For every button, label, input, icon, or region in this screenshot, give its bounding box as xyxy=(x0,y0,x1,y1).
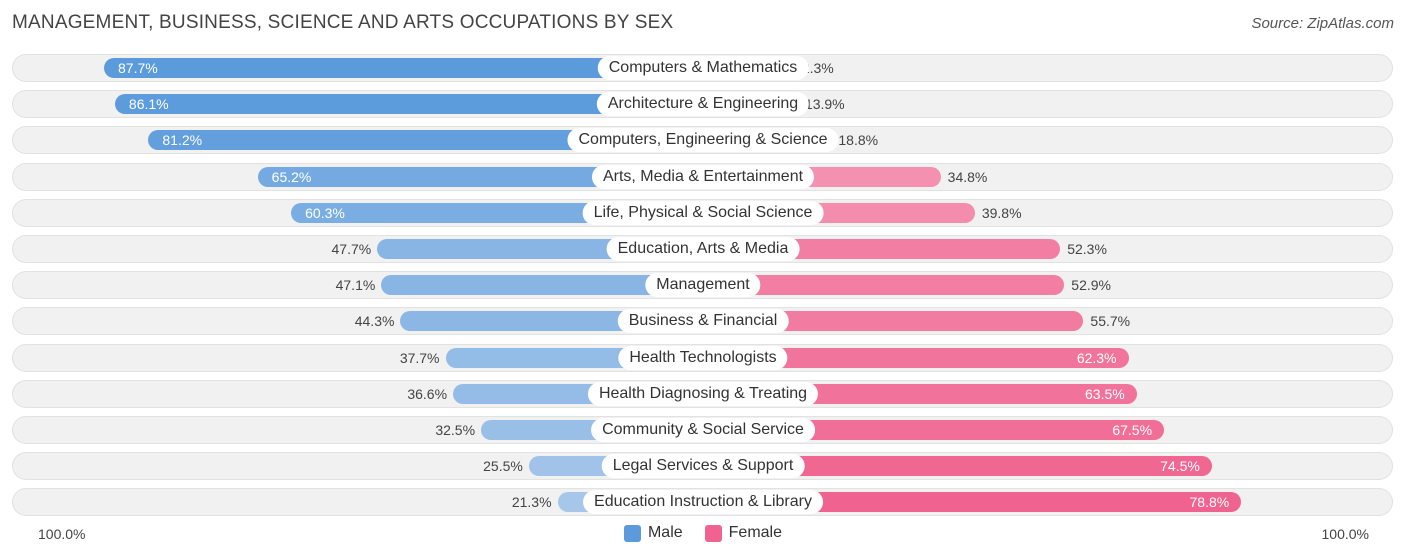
category-label: Computers & Mathematics xyxy=(597,56,809,80)
value-label-male: 32.5% xyxy=(435,422,476,438)
value-label-male: 47.7% xyxy=(331,241,372,257)
category-label: Architecture & Engineering xyxy=(596,92,810,116)
value-label-male: 47.1% xyxy=(335,277,376,293)
bar-female xyxy=(703,311,1084,331)
value-label-male: 81.2% xyxy=(162,132,203,148)
value-label-female: 34.8% xyxy=(947,169,988,185)
category-label: Community & Social Service xyxy=(591,418,815,442)
value-label-female: 63.5% xyxy=(1085,386,1125,402)
chart-title: MANAGEMENT, BUSINESS, SCIENCE AND ARTS O… xyxy=(12,12,674,33)
value-label-female: 78.8% xyxy=(1189,494,1230,510)
bar-male xyxy=(148,130,703,150)
bar-female xyxy=(703,492,1242,512)
bar-female xyxy=(703,348,1129,368)
category-label: Computers, Engineering & Science xyxy=(567,128,839,152)
bar-female xyxy=(703,275,1065,295)
category-label: Life, Physical & Social Science xyxy=(582,201,824,225)
legend-label-female: Female xyxy=(728,524,783,541)
category-label: Education, Arts & Media xyxy=(606,237,800,261)
axis-right-label: 100.0% xyxy=(1321,526,1369,542)
value-label-male: 25.5% xyxy=(483,458,523,474)
legend-item-female: Female xyxy=(704,524,783,542)
bar-female xyxy=(703,456,1212,476)
value-label-male: 87.7% xyxy=(118,60,158,76)
bar-male xyxy=(114,94,703,114)
value-label-female: 13.9% xyxy=(804,96,845,112)
value-label-female: 67.5% xyxy=(1112,422,1153,438)
value-label-male: 21.3% xyxy=(511,494,552,510)
bar-male xyxy=(104,58,703,78)
value-label-female: 55.7% xyxy=(1090,313,1131,329)
legend-label-male: Male xyxy=(647,524,683,541)
value-label-male: 37.7% xyxy=(399,350,440,366)
category-label: Arts, Media & Entertainment xyxy=(591,165,815,189)
bar-male xyxy=(257,167,703,187)
category-label: Management xyxy=(645,273,761,297)
category-label: Legal Services & Support xyxy=(601,454,805,478)
category-label: Health Technologists xyxy=(618,346,788,370)
value-label-male: 86.1% xyxy=(128,96,169,112)
source-credit: Source: ZipAtlas.com xyxy=(1251,15,1394,32)
category-label: Business & Financial xyxy=(617,309,789,333)
value-label-female: 39.8% xyxy=(981,205,1022,221)
value-label-male: 44.3% xyxy=(354,313,395,329)
legend: Male Female xyxy=(0,524,1406,542)
value-label-female: 74.5% xyxy=(1160,458,1200,474)
value-label-male: 60.3% xyxy=(305,205,345,221)
value-label-female: 18.8% xyxy=(838,132,879,148)
bar-male xyxy=(381,275,703,295)
value-label-male: 65.2% xyxy=(271,169,312,185)
category-label: Health Diagnosing & Treating xyxy=(587,382,819,406)
value-label-female: 52.3% xyxy=(1067,241,1107,257)
value-label-male: 36.6% xyxy=(407,386,448,402)
value-label-female: 52.9% xyxy=(1071,277,1111,293)
axis-left-label: 100.0% xyxy=(38,526,86,542)
legend-swatch-female xyxy=(704,524,722,542)
legend-swatch-male xyxy=(623,524,641,542)
bar-female xyxy=(703,420,1165,440)
value-label-female: 62.3% xyxy=(1076,350,1117,366)
legend-item-male: Male xyxy=(623,524,683,542)
category-label: Education Instruction & Library xyxy=(583,490,823,514)
